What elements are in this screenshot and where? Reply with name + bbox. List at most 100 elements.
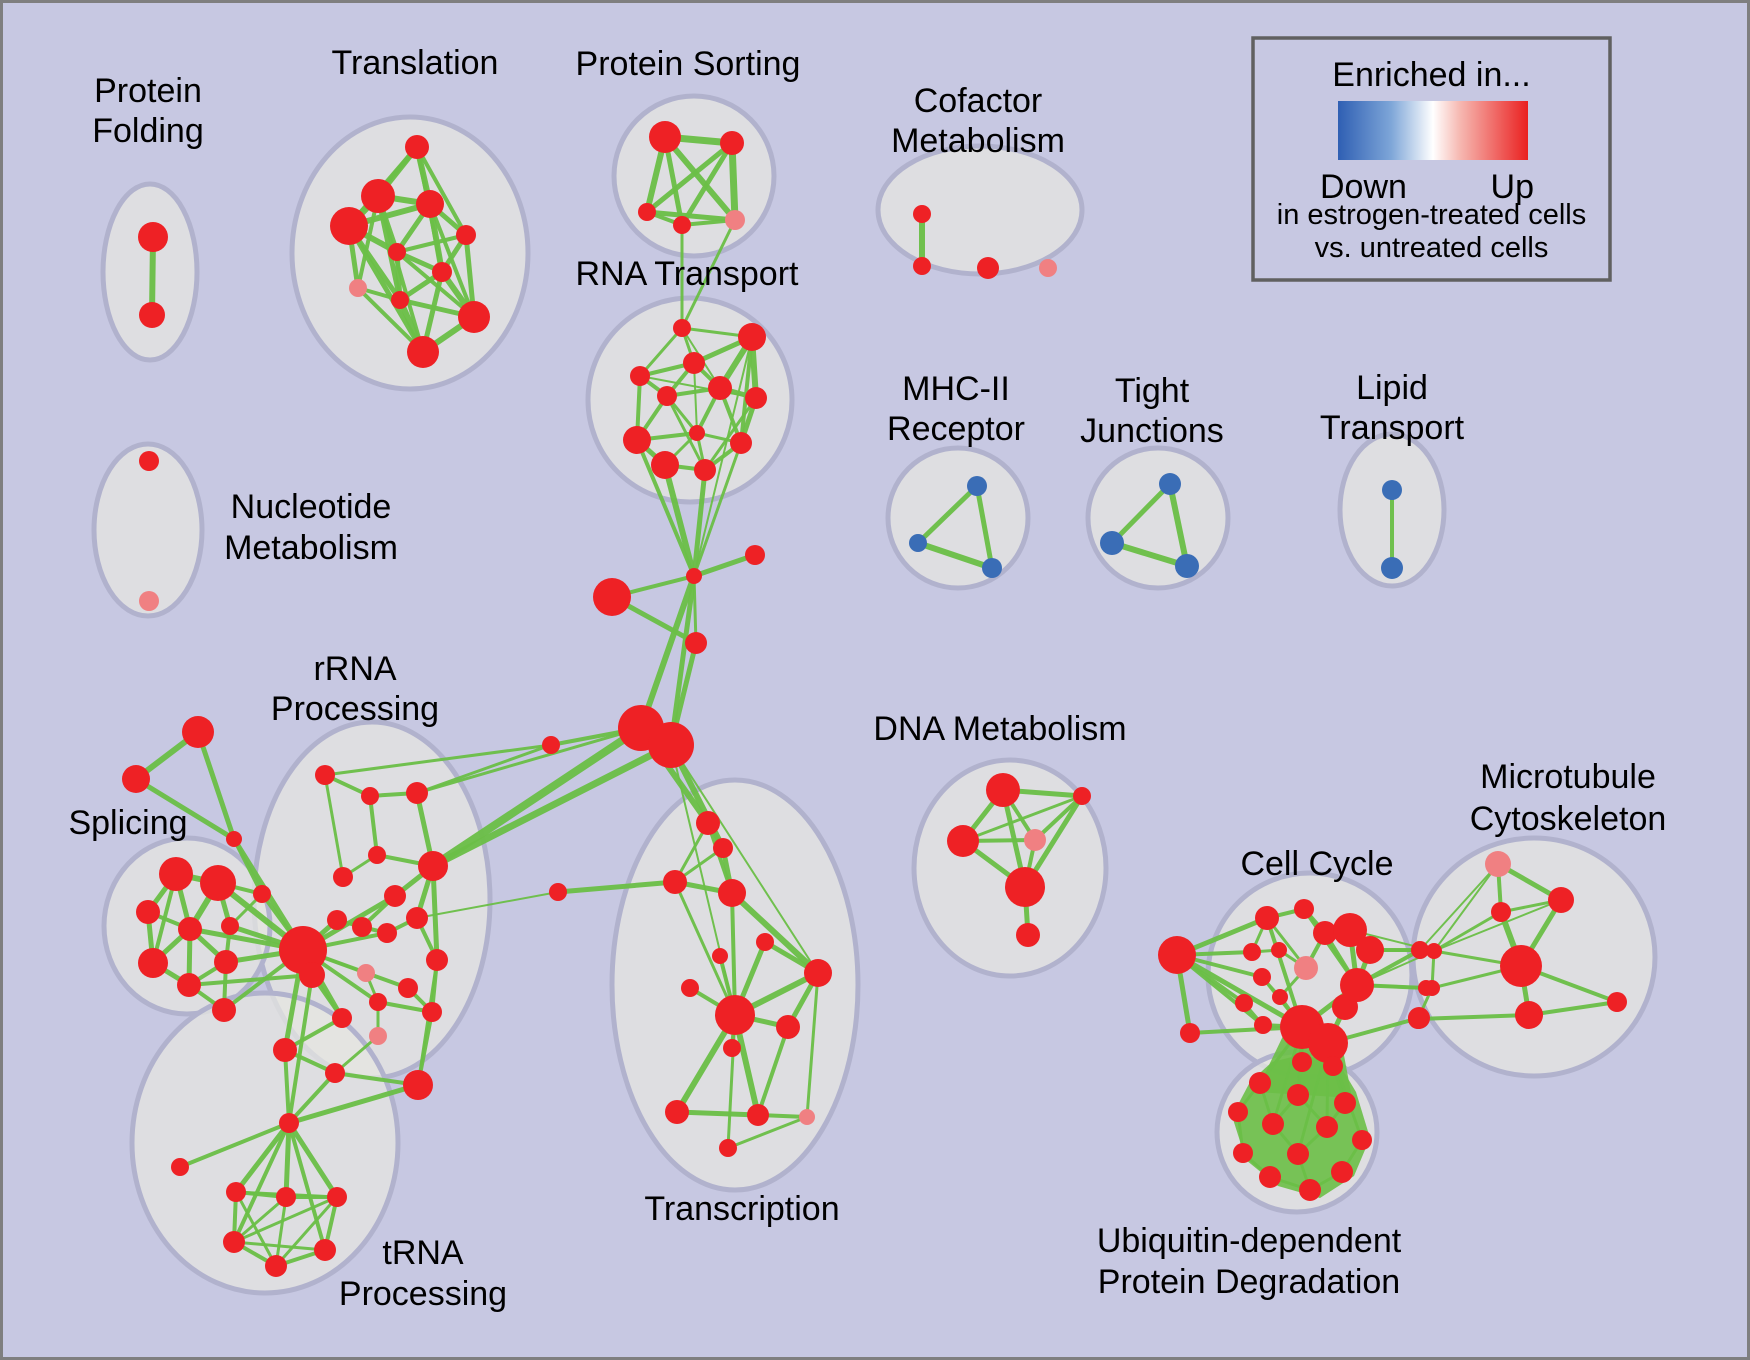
network-node-sp4[interactable] xyxy=(178,917,202,941)
network-node-rr4[interactable] xyxy=(368,846,386,864)
network-node-lt1[interactable] xyxy=(1382,480,1402,500)
network-node-c1[interactable] xyxy=(686,568,702,584)
network-node-dm2[interactable] xyxy=(1073,787,1091,805)
network-node-rr6[interactable] xyxy=(384,885,406,907)
network-node-dm5[interactable] xyxy=(1005,867,1045,907)
network-node-tx16[interactable] xyxy=(719,1139,737,1157)
network-node-cc19[interactable] xyxy=(1411,941,1429,959)
network-node-rt9[interactable] xyxy=(689,425,705,441)
network-node-mt7[interactable] xyxy=(1424,980,1440,996)
network-node-lt2[interactable] xyxy=(1381,557,1403,579)
network-node-tx8[interactable] xyxy=(804,959,832,987)
network-node-ub4[interactable] xyxy=(1287,1084,1309,1106)
network-node-cc18[interactable] xyxy=(1340,968,1374,1002)
network-node-tx4[interactable] xyxy=(718,879,746,907)
network-node-cc12[interactable] xyxy=(1235,994,1253,1012)
network-node-cc2[interactable] xyxy=(1255,906,1279,930)
network-node-rr13[interactable] xyxy=(398,978,418,998)
network-node-rr14[interactable] xyxy=(369,993,387,1011)
network-node-mh3[interactable] xyxy=(982,558,1002,578)
network-node-t9[interactable] xyxy=(391,291,409,309)
network-node-sp5[interactable] xyxy=(221,917,239,935)
network-node-ps5[interactable] xyxy=(725,210,745,230)
network-node-t8[interactable] xyxy=(349,279,367,297)
network-node-mt2[interactable] xyxy=(1491,902,1511,922)
network-node-t4[interactable] xyxy=(330,207,368,245)
network-node-cc3[interactable] xyxy=(1294,899,1314,919)
network-node-hub2[interactable] xyxy=(648,722,694,768)
network-node-mt4[interactable] xyxy=(1515,1001,1543,1029)
network-node-tx5[interactable] xyxy=(549,883,567,901)
network-node-c3[interactable] xyxy=(593,578,631,616)
network-node-cc6[interactable] xyxy=(1356,936,1384,964)
network-node-rt11[interactable] xyxy=(651,451,679,479)
network-node-rt3[interactable] xyxy=(683,352,705,374)
network-node-sp1[interactable] xyxy=(159,857,193,891)
network-node-ub2[interactable] xyxy=(1323,1056,1343,1076)
network-node-nm2[interactable] xyxy=(139,591,159,611)
network-node-ub14[interactable] xyxy=(1331,1161,1353,1183)
network-node-cc4[interactable] xyxy=(1313,921,1337,945)
network-node-sp8[interactable] xyxy=(177,973,201,997)
network-node-tx7[interactable] xyxy=(756,933,774,951)
network-node-rt6[interactable] xyxy=(708,376,732,400)
network-node-ub13[interactable] xyxy=(1299,1179,1321,1201)
network-node-cc7[interactable] xyxy=(1243,943,1261,961)
network-node-dm3[interactable] xyxy=(947,825,979,857)
network-node-tj3[interactable] xyxy=(1175,554,1199,578)
network-node-mt1[interactable] xyxy=(1548,887,1574,913)
network-node-t10[interactable] xyxy=(458,301,490,333)
network-node-cc5[interactable] xyxy=(1333,913,1367,947)
network-node-tx10[interactable] xyxy=(715,995,755,1035)
network-node-ub1[interactable] xyxy=(1292,1052,1312,1072)
network-node-cc13[interactable] xyxy=(1254,1016,1272,1034)
network-node-tx1[interactable] xyxy=(696,811,720,835)
network-node-cc9[interactable] xyxy=(1294,956,1318,980)
network-node-mh2[interactable] xyxy=(909,534,927,552)
network-node-rr15[interactable] xyxy=(422,1002,442,1022)
network-node-tnh[interactable] xyxy=(279,1113,299,1133)
network-node-tri3[interactable] xyxy=(226,831,242,847)
network-node-c5[interactable] xyxy=(542,736,560,754)
network-node-cc16[interactable] xyxy=(1308,1023,1348,1063)
network-node-ps1[interactable] xyxy=(649,121,681,153)
network-node-t6[interactable] xyxy=(388,243,406,261)
network-node-ps3[interactable] xyxy=(638,203,656,221)
network-node-tn7[interactable] xyxy=(314,1239,336,1261)
network-node-c4[interactable] xyxy=(685,632,707,654)
network-node-sp7[interactable] xyxy=(138,948,168,978)
network-node-t11[interactable] xyxy=(407,336,439,368)
network-node-cc1[interactable] xyxy=(1158,936,1196,974)
network-node-rt7[interactable] xyxy=(745,387,767,409)
network-node-tn3[interactable] xyxy=(276,1187,296,1207)
network-node-rr3[interactable] xyxy=(406,782,428,804)
network-node-t3[interactable] xyxy=(416,190,444,218)
network-node-mh1[interactable] xyxy=(967,476,987,496)
network-node-rrh[interactable] xyxy=(418,851,448,881)
network-node-rt4[interactable] xyxy=(630,366,650,386)
network-node-tx15[interactable] xyxy=(799,1109,815,1125)
network-node-tx3[interactable] xyxy=(663,870,687,894)
network-node-mt8[interactable] xyxy=(1408,1009,1428,1029)
network-node-tri2[interactable] xyxy=(122,765,150,793)
network-node-cc11[interactable] xyxy=(1272,989,1288,1005)
network-node-ctr2[interactable] xyxy=(299,962,325,988)
network-node-tn5[interactable] xyxy=(223,1231,245,1253)
network-node-tj2[interactable] xyxy=(1100,531,1124,555)
network-node-dm1[interactable] xyxy=(986,773,1020,807)
network-node-rr17[interactable] xyxy=(369,1027,387,1045)
network-node-ub7[interactable] xyxy=(1262,1113,1284,1135)
network-node-sp6[interactable] xyxy=(253,885,271,903)
network-node-ps4[interactable] xyxy=(673,216,691,234)
network-node-ctr[interactable] xyxy=(279,926,327,974)
network-node-tn4[interactable] xyxy=(327,1187,347,1207)
network-node-tx9[interactable] xyxy=(681,979,699,997)
network-node-t5[interactable] xyxy=(456,225,476,245)
network-node-pf2[interactable] xyxy=(139,302,165,328)
network-node-rt5[interactable] xyxy=(657,386,677,406)
network-node-t7[interactable] xyxy=(432,262,452,282)
network-node-rt10[interactable] xyxy=(730,432,752,454)
network-node-rr8[interactable] xyxy=(352,917,372,937)
network-node-tri1[interactable] xyxy=(182,716,214,748)
